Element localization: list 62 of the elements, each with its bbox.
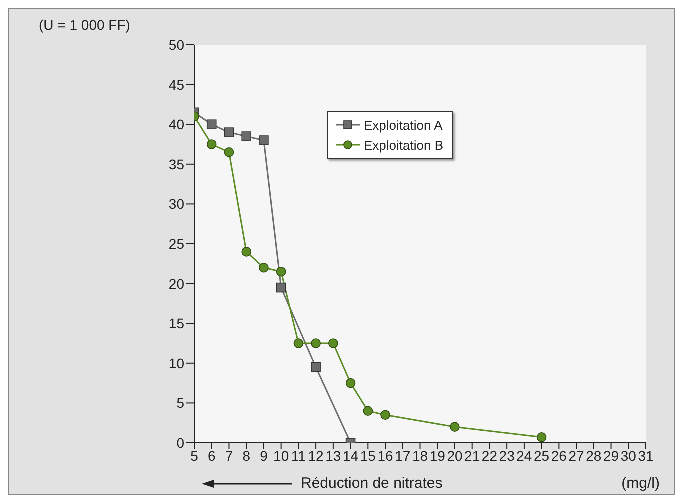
point [536,432,547,442]
x-tick-label: 30 [620,448,637,464]
y-axis-title: (U = 1 000 FF) [39,17,130,33]
x-tick-label: 24 [516,448,532,464]
x-tick-label: 23 [499,448,516,464]
x-tick-label: 18 [412,448,428,464]
point [259,262,269,273]
x-tick-label: 8 [242,448,251,464]
x-tick-label: 5 [190,448,199,464]
point [294,338,304,348]
y-tick-label: 40 [168,116,185,133]
x-tick-label: 17 [395,448,411,464]
x-tick-label: 9 [260,448,268,464]
point [311,338,321,348]
legend-label: Exploitation A [364,118,443,132]
point [259,136,269,146]
y-tick-label: 35 [168,156,185,172]
x-tick-label: 20 [447,448,463,464]
x-tick-label: 25 [534,448,550,464]
point [276,282,286,293]
x-tick-label: 10 [274,448,290,464]
x-tick-label: 28 [586,448,602,464]
x-tick-label: 31 [638,448,654,464]
x-tick-label: 26 [551,448,568,464]
y-tick-label: 30 [168,196,185,212]
x-tick-label: 12 [308,448,324,464]
y-tick-label: 15 [168,316,185,332]
y-tick-label: 0 [176,434,185,451]
point [328,338,338,348]
x-tick-label: 7 [225,448,234,464]
point [363,406,374,416]
y-tick-label: 5 [176,395,185,412]
point [224,128,234,138]
y-tick-label: 10 [168,355,185,372]
x-tick-label: 21 [464,448,480,464]
point [206,140,217,150]
x-tick-label: 11 [291,448,306,464]
point [206,120,217,130]
point [450,422,460,432]
point [311,362,321,372]
point [346,378,356,388]
point [242,247,252,257]
point [224,148,234,158]
x-tick-label: 22 [482,448,498,464]
x-tick-label: 14 [343,448,359,464]
x-tick-label: 16 [378,448,394,464]
y-tick-label: 20 [168,276,185,292]
x-tick-label: 19 [430,448,446,464]
x-tick-label: 27 [568,448,585,464]
point [242,132,252,142]
x-tick-label: 15 [360,448,376,464]
x-tick-label: 6 [208,448,216,464]
x-tick-label: 13 [326,448,342,464]
y-tick-label: 45 [168,76,185,93]
legend-label: Exploitation B [364,138,444,152]
point [276,266,286,277]
x-tick-label: 29 [603,448,620,464]
y-tick-label: 25 [168,236,185,252]
point [380,410,390,420]
text: (mg/l) [622,475,660,492]
x-axis-title: Réduction de nitrates [301,475,443,492]
y-tick-label: 50 [168,36,185,53]
